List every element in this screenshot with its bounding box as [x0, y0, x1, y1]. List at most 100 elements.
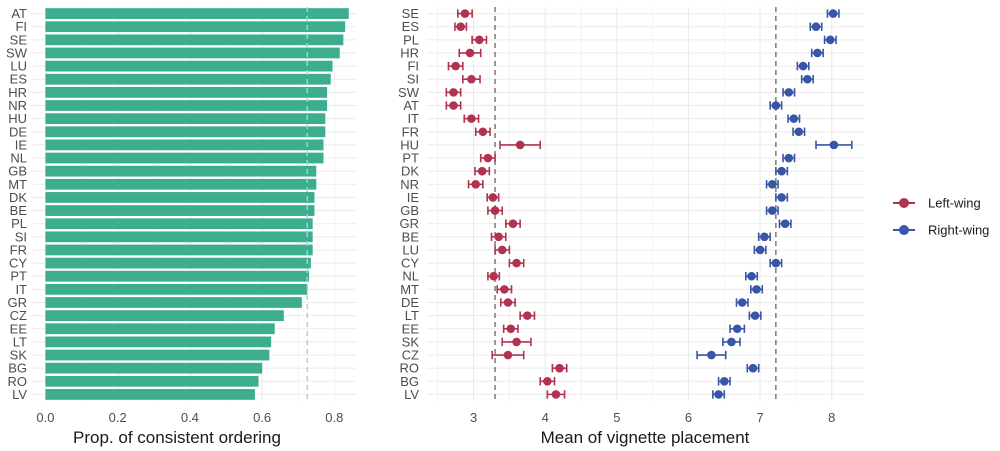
- right-y-tick-de: DE: [401, 295, 419, 310]
- bar-bg: [45, 362, 263, 374]
- point-left-wing-es: [454, 22, 468, 32]
- point-right-wing-lv: [712, 390, 726, 399]
- marker: [732, 324, 742, 334]
- bar-ee: [45, 323, 275, 335]
- bar-cz: [45, 310, 284, 322]
- point-left-wing-se: [457, 9, 473, 18]
- bar-gr: [45, 297, 302, 308]
- legend-left-wing-marker: [899, 198, 909, 208]
- bar-sk: [45, 349, 270, 361]
- marker: [515, 140, 525, 150]
- bar-sw: [45, 47, 340, 59]
- right-y-tick-mt: MT: [400, 282, 419, 297]
- point-right-wing-ie: [775, 193, 789, 202]
- point-left-wing-pl: [471, 35, 488, 45]
- point-right-wing-bg: [717, 377, 731, 386]
- marker: [467, 114, 476, 123]
- right-y-tick-cz: CZ: [402, 348, 419, 363]
- left-y-tick-lu: LU: [10, 59, 27, 74]
- marker: [737, 298, 747, 307]
- right-x-tick: 8: [828, 410, 835, 425]
- marker: [771, 258, 781, 268]
- marker: [760, 232, 769, 242]
- left-y-tick-be: BE: [10, 203, 28, 218]
- marker: [488, 193, 498, 202]
- right-y-tick-fr: FR: [402, 124, 419, 139]
- right-y-tick-lt: LT: [405, 308, 419, 323]
- point-right-wing-cz: [696, 350, 727, 360]
- right-y-tick-hr: HR: [400, 45, 419, 60]
- left-y-tick-gb: GB: [8, 164, 27, 179]
- marker: [555, 363, 564, 373]
- marker: [467, 74, 476, 84]
- left-y-tick-lv: LV: [12, 387, 27, 402]
- marker: [512, 258, 521, 268]
- bar-se: [45, 34, 344, 46]
- point-left-wing-ro: [551, 363, 568, 373]
- marker: [522, 311, 532, 320]
- point-left-wing-it: [463, 114, 480, 123]
- point-right-wing-fr: [792, 127, 806, 137]
- right-y-tick-at: AT: [403, 98, 419, 113]
- bar-ro: [45, 375, 259, 387]
- marker: [512, 337, 521, 347]
- point-right-wing-pl: [823, 35, 837, 45]
- left-x-tick: 0.0: [36, 410, 54, 425]
- point-left-wing-pt: [479, 153, 496, 163]
- right-y-tick-se: SE: [402, 6, 420, 21]
- right-y-tick-es: ES: [402, 19, 420, 34]
- point-left-wing-gr: [505, 219, 521, 228]
- marker: [460, 9, 470, 18]
- series-left-wing: [445, 9, 568, 399]
- marker: [506, 324, 516, 334]
- bar-ie: [45, 139, 324, 151]
- right-y-tick-ie: IE: [407, 190, 420, 205]
- left-y-tick-bg: BG: [8, 361, 27, 376]
- left-y-tick-si: SI: [15, 229, 27, 244]
- right-y-tick-it: IT: [407, 111, 419, 126]
- left-y-tick-se: SE: [10, 32, 28, 47]
- right-y-tick-be: BE: [402, 229, 420, 244]
- right-x-tick: 7: [757, 410, 764, 425]
- left-y-tick-dk: DK: [9, 190, 27, 205]
- point-right-wing-si: [800, 74, 814, 84]
- marker: [784, 88, 794, 97]
- panel-consistent-ordering: ATFISESWLUESHRNRHUDEIENLGBMTDKBEPLSIFRCY…: [6, 6, 356, 447]
- point-right-wing-ee: [729, 324, 746, 334]
- marker: [714, 390, 723, 399]
- left-y-tick-ro: RO: [8, 374, 28, 389]
- bar-dk: [45, 192, 315, 203]
- marker: [784, 153, 794, 163]
- point-right-wing-at: [769, 101, 783, 110]
- point-left-wing-at: [445, 101, 462, 110]
- left-y-tick-fi: FI: [15, 19, 27, 34]
- legend-item-right-wing: Right-wing: [893, 223, 989, 238]
- point-right-wing-it: [787, 114, 801, 123]
- point-left-wing-si: [462, 74, 481, 84]
- right-y-tick-gr: GR: [400, 216, 420, 231]
- right-y-tick-pt: PT: [402, 151, 419, 166]
- right-x-tick: 5: [613, 410, 620, 425]
- left-y-tick-cy: CY: [9, 256, 27, 271]
- marker: [551, 390, 561, 399]
- legend: Left-wing Right-wing: [893, 196, 989, 238]
- left-y-tick-fr: FR: [10, 242, 27, 257]
- bar-be: [45, 205, 315, 216]
- point-right-wing-lu: [753, 245, 767, 255]
- point-right-wing-hr: [810, 48, 824, 58]
- marker: [828, 9, 838, 18]
- left-y-tick-pl: PL: [11, 216, 27, 231]
- marker: [483, 153, 493, 163]
- left-bars: [45, 8, 349, 400]
- point-left-wing-de: [499, 298, 516, 307]
- bar-es: [45, 73, 331, 85]
- bar-nl: [45, 152, 324, 164]
- bar-cy: [45, 257, 311, 269]
- marker: [474, 35, 484, 45]
- left-y-tick-it: IT: [15, 282, 27, 297]
- left-y-tick-ee: EE: [10, 321, 28, 336]
- point-right-wing-dk: [775, 166, 789, 176]
- marker: [478, 127, 488, 137]
- marker: [789, 114, 799, 123]
